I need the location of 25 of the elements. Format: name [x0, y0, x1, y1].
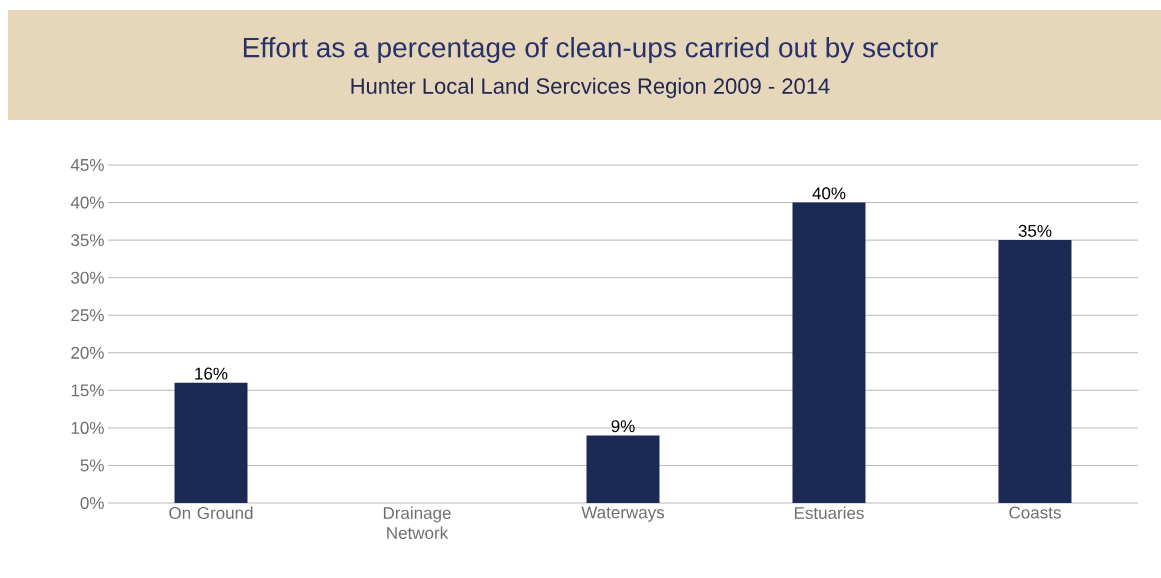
y-tick-label: 45% — [70, 159, 104, 171]
y-tick-label: 15% — [71, 384, 104, 397]
data-label: 9% — [611, 420, 635, 433]
x-tick-label: Coasts — [1009, 506, 1061, 519]
bar — [174, 382, 248, 503]
y-tick-label: 5% — [80, 459, 104, 472]
x-tick-label: On Ground — [169, 506, 253, 520]
y-tick-label: 20% — [71, 346, 104, 359]
bar — [792, 202, 866, 503]
chart-title: Effort as a percentage of clean-ups carried out by sector — [243, 36, 938, 64]
data-label: 35% — [1018, 224, 1052, 237]
x-tick-label: Estuaries — [794, 506, 864, 520]
y-tick-label: 40% — [70, 196, 104, 209]
y-tick-label: 30% — [71, 271, 104, 284]
x-tick-label: Waterways — [581, 506, 665, 522]
chart-subtitle: Hunter Local Land Sercvices Region 2009 - 2014 — [351, 77, 830, 99]
y-tick-label: 0% — [80, 496, 104, 510]
x-tick-label: Drainage Network — [383, 506, 451, 540]
data-label: 16% — [195, 367, 228, 380]
y-tick-label: 25% — [71, 309, 104, 322]
data-label: 40% — [812, 187, 846, 200]
y-tick-label: 10% — [71, 421, 104, 434]
bar — [998, 240, 1072, 503]
bar — [586, 435, 660, 503]
y-tick-label: 35% — [71, 234, 104, 247]
